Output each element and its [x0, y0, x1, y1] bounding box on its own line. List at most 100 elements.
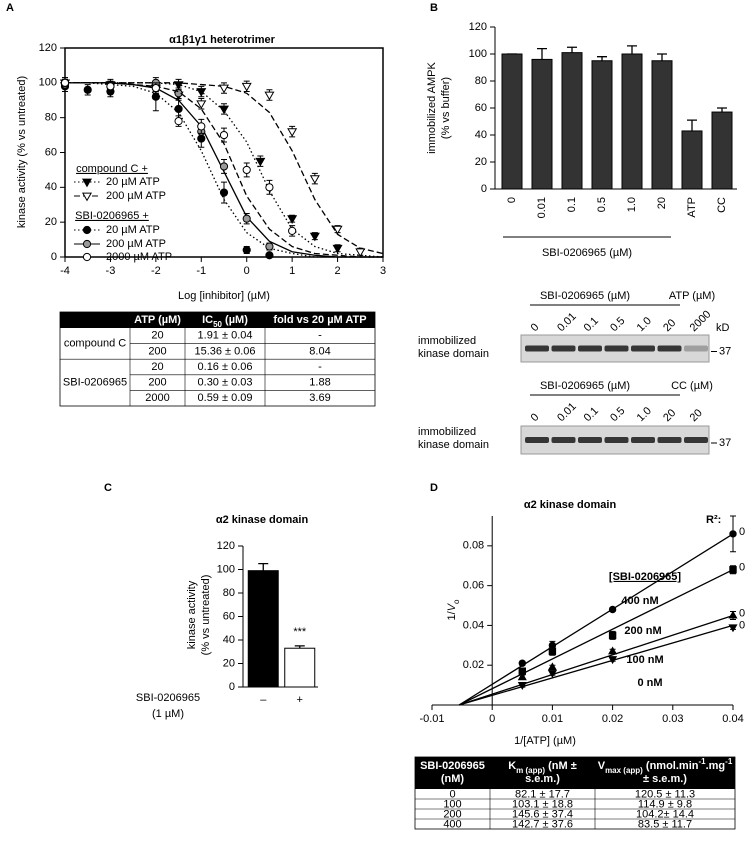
bar: [501, 53, 523, 190]
error-bar: [258, 562, 269, 571]
text-part: IC: [202, 314, 213, 326]
text-part: o: [452, 599, 461, 604]
data-point: [518, 659, 526, 667]
y-tick-label: 100: [39, 77, 57, 89]
data-point: [60, 78, 70, 87]
blot-band: [551, 345, 576, 352]
data-point: [288, 226, 297, 235]
text-part: (nM ±: [545, 760, 577, 772]
data-point: [174, 117, 183, 126]
table-cell: 1.88: [309, 377, 330, 389]
fit-line: [65, 82, 384, 255]
x-tick-label: 1: [289, 265, 295, 277]
table-header-cell: (nM): [441, 773, 465, 785]
bar: [681, 130, 703, 190]
table-header-cell: fold vs 20 µM ATP: [273, 314, 366, 326]
text-part: (nM): [441, 773, 465, 785]
text-part: V: [446, 602, 458, 611]
table-header-cell: SBI-0206965: [420, 760, 485, 772]
text-part: (µM): [222, 314, 248, 326]
data-point: [729, 566, 737, 574]
text-part: fold vs 20 µM ATP: [273, 314, 366, 326]
blot-band: [578, 345, 602, 352]
significance-label: ***: [293, 626, 307, 638]
x-axis-label: Log [inhibitor] (µM): [178, 290, 270, 302]
r2-label: 0.9937: [739, 562, 745, 574]
r2-title: R²:: [706, 514, 721, 526]
blot-band: [525, 437, 549, 443]
bar: [651, 60, 673, 190]
y-tick-label: 40: [45, 181, 57, 193]
data-point: [355, 248, 366, 258]
legend-marker: [81, 192, 93, 202]
data-point: [287, 215, 298, 225]
y-tick-label: 0.06: [463, 580, 484, 592]
data-point: [196, 88, 207, 97]
blot-row-label: immobilized: [418, 426, 476, 438]
y-tick-label: 0: [481, 183, 487, 195]
error-bar: [537, 47, 547, 60]
table-cell: 0: [449, 788, 455, 800]
table-cell: 83.5 ± 11.7: [638, 818, 692, 830]
y-tick-label: 60: [223, 610, 235, 622]
text-part: 50: [213, 320, 222, 329]
y-tick-label: 120: [39, 42, 57, 54]
data-point: [332, 244, 343, 254]
bar: [561, 52, 583, 190]
error-bar: [687, 119, 697, 131]
text-part: -1: [725, 757, 733, 766]
data-point: [517, 682, 527, 690]
blot-row-label: kinase domain: [418, 348, 489, 360]
text-part: ATP (µM): [134, 314, 181, 326]
text-part: .mg: [706, 760, 726, 772]
table-header-cell: Km (app) (nM ±: [508, 760, 577, 775]
table-header-bg: [60, 312, 375, 328]
table-cell: 200: [443, 808, 461, 820]
table-header-cell: ATP (µM): [134, 314, 181, 326]
table-cell: 3.69: [309, 392, 330, 404]
blot-row-label: immobilized: [418, 335, 476, 347]
x-tick-label: -4: [60, 265, 70, 277]
table-cell: 145.6 ± 37.4: [512, 808, 573, 820]
table-cell: 0.16 ± 0.06: [198, 361, 253, 373]
data-point: [151, 92, 160, 101]
blot-band: [604, 437, 629, 443]
table-cell: 400: [443, 818, 461, 830]
table-cell: 2000: [145, 392, 169, 404]
x-tick-label: 0.5: [596, 197, 608, 212]
data-point: [242, 165, 251, 175]
table-cell: 0.59 ± 0.09: [198, 392, 253, 404]
legend-label: 20 µM ATP: [106, 176, 160, 188]
text-part: V: [598, 760, 606, 772]
x-axis-label: 1/[ATP] (µM): [514, 735, 576, 747]
bar: [711, 111, 733, 190]
table-header-cell: s.e.m.): [525, 773, 560, 785]
y-tick-label: 20: [223, 657, 235, 669]
x-axis-label: (1 µM): [152, 708, 184, 720]
x-tick-label: 0: [489, 713, 495, 725]
x-tick-label: 0.03: [662, 713, 683, 725]
blot-band: [551, 437, 576, 443]
y-axis-label: 1/Vo: [446, 599, 461, 621]
blot-band: [525, 345, 549, 352]
data-point: [196, 100, 207, 110]
x-tick-label: 0: [244, 265, 250, 277]
y-tick-label: 40: [223, 634, 235, 646]
data-point: [265, 251, 274, 260]
table-header-bg: [415, 757, 735, 789]
panel-label: A: [6, 2, 14, 14]
y-tick-label: 40: [475, 129, 487, 141]
blot-band: [631, 437, 655, 443]
panel-label: D: [430, 482, 438, 494]
blot-header: ATP (µM): [669, 290, 715, 302]
data-point: [219, 130, 229, 140]
series-label: 200 nM: [624, 625, 661, 637]
data-point: [548, 647, 557, 655]
text-part: K: [508, 760, 516, 772]
x-tick-label: 0.04: [722, 713, 743, 725]
data-point: [729, 530, 737, 538]
data-point: [264, 91, 275, 101]
blot-band: [684, 345, 708, 352]
r2-label: 0.9992: [739, 526, 745, 538]
fit-line: [458, 569, 734, 706]
